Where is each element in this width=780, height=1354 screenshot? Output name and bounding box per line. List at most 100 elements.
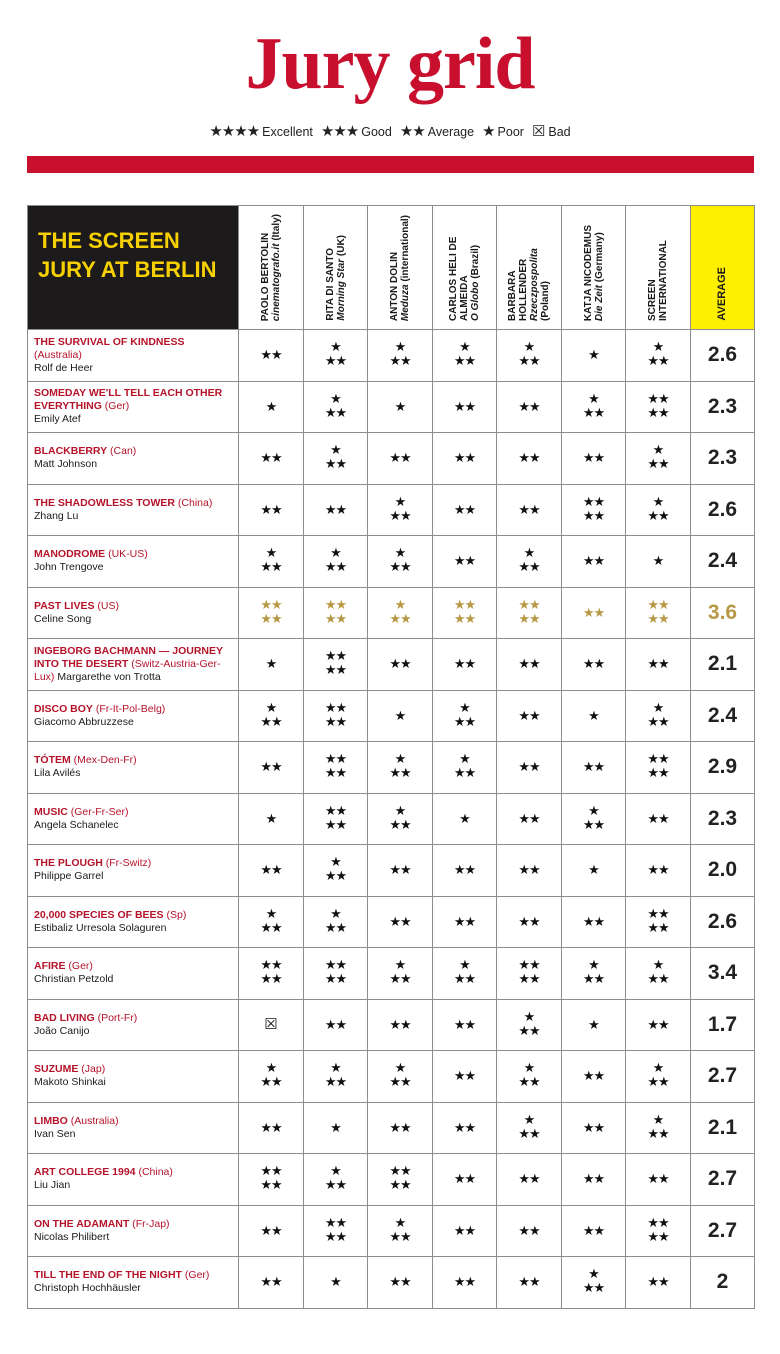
star-icon: ★★ bbox=[324, 610, 347, 626]
juror-publication: Meduza (international) bbox=[400, 215, 411, 321]
legend-label: Excellent bbox=[262, 125, 313, 139]
average-score: 2.3 bbox=[690, 380, 755, 433]
star-icon: ★★ bbox=[518, 913, 540, 929]
score-cell: ★★ bbox=[625, 844, 691, 897]
film-title: THE PLOUGH bbox=[34, 857, 103, 870]
film-title: BAD LIVING bbox=[34, 1011, 95, 1024]
score-cell: ★★ bbox=[303, 483, 368, 536]
film-director: Estibaliz Urresola Solaguren bbox=[34, 921, 167, 934]
score-cell: ★★ bbox=[496, 1256, 562, 1309]
star-rating: ★★ bbox=[518, 1275, 540, 1289]
score-cell: ★ ★★ bbox=[367, 535, 433, 588]
star-icon: ★★ bbox=[518, 501, 540, 517]
star-rating: ★ ★★ bbox=[389, 546, 411, 574]
star-icon: ★ bbox=[330, 854, 342, 870]
star-icon: ★★ bbox=[518, 1074, 540, 1090]
score-cell: ★★ bbox=[238, 432, 304, 485]
average-score: 2.3 bbox=[690, 792, 755, 845]
star-rating: ★★ ★★ bbox=[325, 752, 347, 780]
film-country: (Ger) bbox=[184, 1269, 210, 1282]
film-director: João Canijo bbox=[34, 1024, 90, 1037]
star-icon: ★★ bbox=[453, 553, 476, 569]
score-cell: ★★ ★★ bbox=[303, 792, 368, 845]
star-icon: ★★★★ bbox=[209, 123, 260, 140]
score-cell: ★★ bbox=[367, 998, 433, 1051]
publication-country: (Italy) bbox=[271, 213, 282, 241]
film-country: (Switz-Austria-Ger-Lux) bbox=[34, 657, 221, 683]
star-icon: ★★ bbox=[453, 1119, 476, 1135]
score-cell: ★★ ★★ bbox=[561, 483, 626, 536]
star-icon: ★★ bbox=[389, 765, 411, 781]
table-row: ON THE ADAMANT (Fr-Jap) Nicolas Philibert… bbox=[27, 1204, 755, 1257]
film-cell: MUSIC (Ger-Fr-Ser) Angela Schanelec bbox=[27, 792, 239, 845]
star-icon: ★★ bbox=[324, 662, 347, 678]
star-icon: ★★ bbox=[582, 759, 605, 775]
star-rating: ★ ★★ bbox=[647, 443, 669, 471]
star-icon: ★★ bbox=[518, 398, 540, 414]
star-rating: ★ ★★ bbox=[325, 391, 347, 420]
film-title: MUSIC bbox=[34, 805, 68, 818]
juror-publication: O Globo (Brazil) bbox=[470, 206, 481, 321]
film-country: (Fr-Jap) bbox=[132, 1217, 170, 1230]
star-icon: ★★ bbox=[453, 1274, 476, 1290]
juror-header: RITA DI SANTO Morning Star (UK) bbox=[303, 205, 368, 330]
score-cell: ★★ bbox=[432, 998, 497, 1051]
score-cell: ★ ★★ bbox=[625, 432, 691, 485]
film-cell: THE PLOUGH (Fr-Switz) Philippe Garrel bbox=[27, 844, 239, 897]
juror-name: RITA DI SANTO bbox=[324, 248, 336, 321]
star-icon: ★★ bbox=[582, 1222, 605, 1238]
star-icon: ★★ bbox=[324, 957, 347, 973]
star-icon: ★★ bbox=[647, 751, 669, 767]
star-icon: ★★ bbox=[647, 765, 669, 781]
star-rating: ★ ★★ bbox=[389, 597, 411, 626]
star-icon: ★★★ bbox=[320, 123, 359, 140]
star-icon: ★ bbox=[394, 1060, 407, 1076]
score-cell: ★★ bbox=[367, 1256, 433, 1309]
legend-item: ☒ Bad bbox=[532, 122, 571, 140]
score-cell: ★ ★★ bbox=[367, 741, 433, 794]
film-director: Zhang Lu bbox=[34, 509, 79, 522]
film-country: (Mex-Den-Fr) bbox=[73, 754, 137, 767]
star-icon: ★★ bbox=[518, 957, 540, 973]
star-rating: ★★ ★★ bbox=[260, 1164, 282, 1192]
star-rating: ★★ bbox=[582, 759, 605, 775]
film-director: Christian Petzold bbox=[34, 973, 114, 986]
star-rating: ★★ bbox=[583, 1069, 605, 1083]
score-cell: ★ ★★ bbox=[625, 947, 691, 1000]
juror-label: BARBARA HOLLENDER Rzeczpospolita (Poland) bbox=[507, 206, 551, 321]
star-icon: ★★ bbox=[518, 971, 540, 987]
film-director: Liu Jian bbox=[34, 1179, 71, 1192]
star-rating: ★ ★★ bbox=[583, 958, 605, 986]
star-rating: ★ ★★ bbox=[583, 803, 605, 832]
score-cell: ★★ ★★ bbox=[238, 586, 304, 639]
score-cell: ★★ ★★ bbox=[303, 947, 368, 1000]
star-icon: ★ bbox=[652, 553, 665, 569]
average-score: 2.6 bbox=[690, 483, 755, 536]
star-rating: ★★ bbox=[647, 657, 669, 671]
star-icon: ★★ bbox=[324, 713, 347, 729]
juror-header: KATJA NICODEMUS Die Zeit (Germany) bbox=[561, 205, 626, 330]
star-icon: ★★ bbox=[453, 596, 476, 612]
star-rating: ★★ bbox=[518, 760, 540, 774]
star-icon: ★ bbox=[459, 957, 471, 973]
score-cell: ★★ bbox=[561, 586, 626, 639]
divider-bar bbox=[27, 156, 754, 173]
star-icon: ★ bbox=[330, 1163, 342, 1179]
star-rating: ★★ bbox=[583, 451, 605, 465]
star-icon: ★★ bbox=[324, 1074, 347, 1090]
score-cell: ★ ★★ bbox=[496, 1050, 562, 1103]
star-rating: ★ ★★ bbox=[518, 340, 540, 368]
star-icon: ★★ bbox=[260, 501, 282, 517]
score-cell: ★★ ★★ bbox=[303, 689, 368, 742]
score-cell: ★★ bbox=[432, 1050, 497, 1103]
star-icon: ★★ bbox=[647, 390, 669, 406]
star-icon: ★★ bbox=[389, 862, 411, 878]
star-rating: ★★ ★★ bbox=[324, 700, 347, 729]
star-icon: ★★ bbox=[582, 507, 605, 523]
star-rating: ★★ bbox=[647, 1172, 669, 1186]
juror-label: SCREEN INTERNATIONAL bbox=[647, 206, 669, 321]
star-icon: ★★ bbox=[647, 1074, 669, 1090]
star-rating: ★★ ★★ bbox=[453, 596, 476, 626]
star-rating: ★ ★★ bbox=[454, 752, 476, 780]
film-title: INGEBORG BACHMANN — JOURNEY INTO THE DES… bbox=[34, 644, 223, 670]
